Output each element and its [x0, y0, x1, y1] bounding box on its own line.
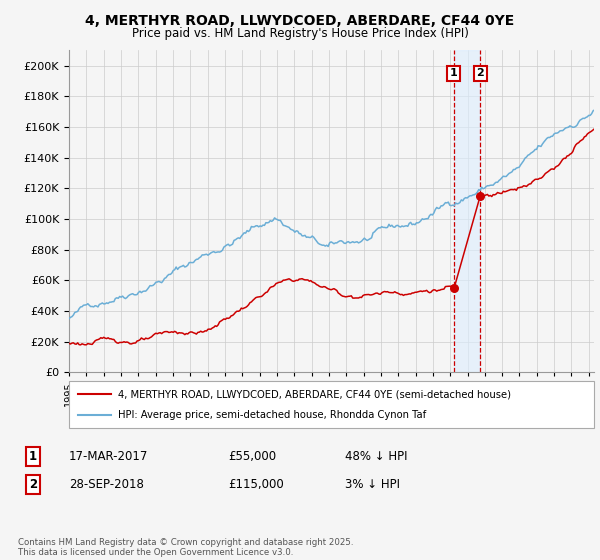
Text: 3% ↓ HPI: 3% ↓ HPI — [345, 478, 400, 491]
Text: 1: 1 — [29, 450, 37, 463]
Text: 17-MAR-2017: 17-MAR-2017 — [69, 450, 148, 463]
Text: £115,000: £115,000 — [228, 478, 284, 491]
Text: £55,000: £55,000 — [228, 450, 276, 463]
Text: 28-SEP-2018: 28-SEP-2018 — [69, 478, 144, 491]
Text: 1: 1 — [450, 68, 458, 78]
Text: 2: 2 — [29, 478, 37, 491]
Text: 2: 2 — [476, 68, 484, 78]
Text: Contains HM Land Registry data © Crown copyright and database right 2025.
This d: Contains HM Land Registry data © Crown c… — [18, 538, 353, 557]
Bar — [454, 50, 481, 372]
Text: HPI: Average price, semi-detached house, Rhondda Cynon Taf: HPI: Average price, semi-detached house,… — [118, 410, 427, 420]
Text: 4, MERTHYR ROAD, LLWYDCOED, ABERDARE, CF44 0YE: 4, MERTHYR ROAD, LLWYDCOED, ABERDARE, CF… — [85, 14, 515, 28]
Point — [476, 192, 485, 200]
Point — [449, 283, 458, 292]
Text: Price paid vs. HM Land Registry's House Price Index (HPI): Price paid vs. HM Land Registry's House … — [131, 27, 469, 40]
Text: 4, MERTHYR ROAD, LLWYDCOED, ABERDARE, CF44 0YE (semi-detached house): 4, MERTHYR ROAD, LLWYDCOED, ABERDARE, CF… — [118, 389, 511, 399]
Text: 48% ↓ HPI: 48% ↓ HPI — [345, 450, 407, 463]
